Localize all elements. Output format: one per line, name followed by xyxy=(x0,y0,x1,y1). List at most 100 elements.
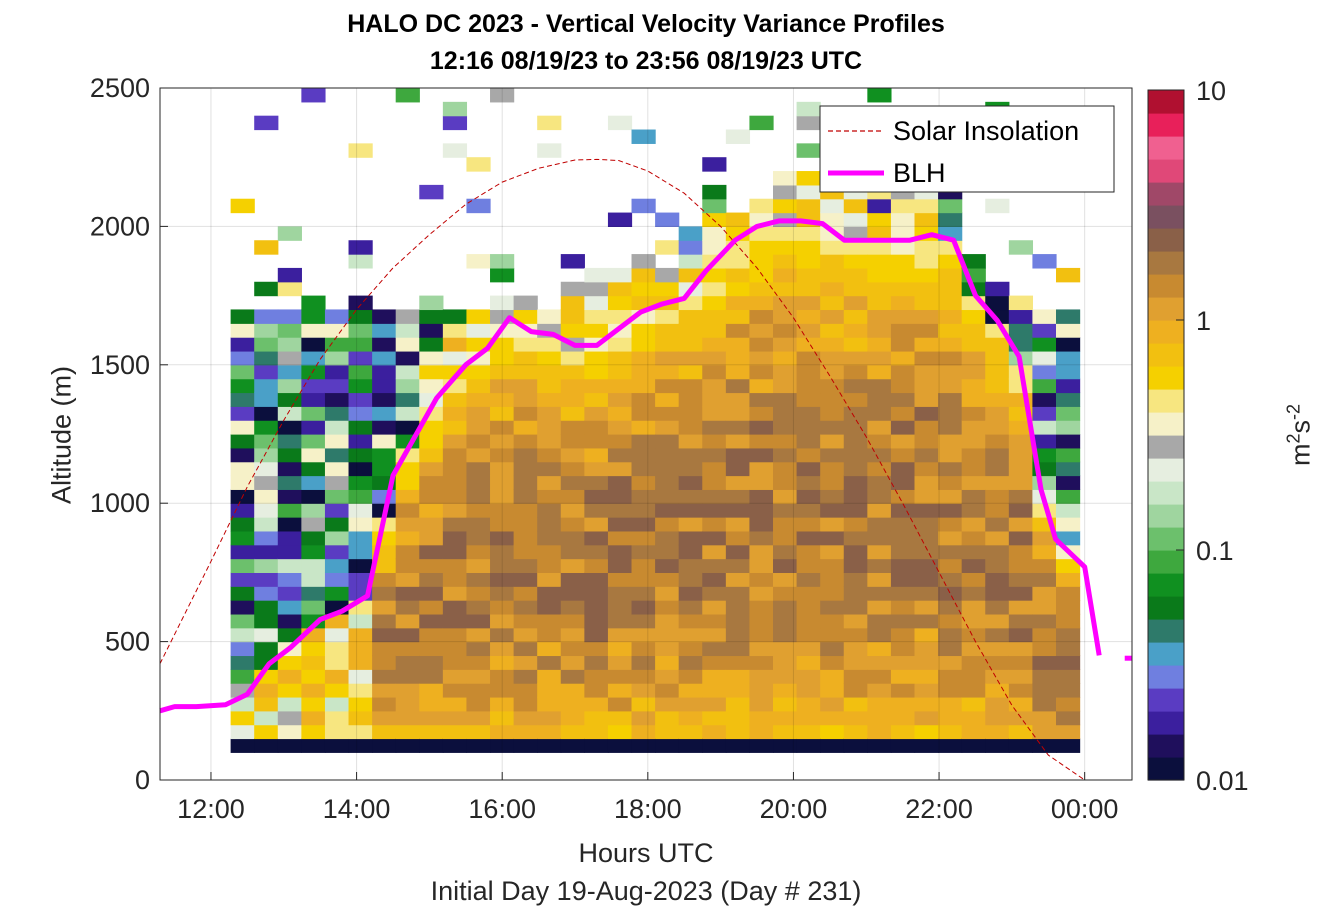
heatmap-cell xyxy=(702,295,727,311)
heatmap-cell xyxy=(372,434,397,449)
heatmap-cell xyxy=(513,613,538,629)
heatmap-cell xyxy=(773,364,798,380)
heatmap-cell xyxy=(348,517,373,532)
heatmap-cell xyxy=(843,254,868,269)
heatmap-cell xyxy=(442,544,468,560)
heatmap-cell xyxy=(607,212,633,227)
heatmap-cell xyxy=(442,392,468,407)
heatmap-cell xyxy=(702,226,727,241)
heatmap-cell xyxy=(867,669,892,684)
heatmap-cell xyxy=(702,350,727,366)
heatmap-cell xyxy=(277,655,302,670)
heatmap-cell xyxy=(490,88,515,103)
heatmap-cell xyxy=(985,530,1010,546)
heatmap-cell xyxy=(607,378,633,394)
heatmap-cell xyxy=(820,447,845,463)
heatmap-cell xyxy=(466,627,491,643)
colorbar-swatch xyxy=(1148,389,1184,413)
heatmap-cell xyxy=(537,710,562,726)
heatmap-cell xyxy=(631,420,656,435)
heatmap-cell xyxy=(395,309,420,324)
heatmap-cell xyxy=(254,558,279,573)
heatmap-cell xyxy=(442,738,468,753)
heatmap-cell xyxy=(490,655,515,670)
heatmap-cell xyxy=(985,613,1010,629)
heatmap-cell xyxy=(914,669,939,684)
heatmap-cell xyxy=(490,254,515,269)
heatmap-cell xyxy=(230,641,255,657)
heatmap-cell xyxy=(537,613,562,629)
heatmap-cell xyxy=(796,350,821,366)
heatmap-cell xyxy=(324,503,350,518)
heatmap-cell xyxy=(796,696,821,712)
x-tick-label: 00:00 xyxy=(1051,794,1119,824)
heatmap-cell xyxy=(442,572,468,587)
heatmap-cell xyxy=(324,475,350,490)
heatmap-cell xyxy=(843,461,868,477)
heatmap-cell xyxy=(796,489,821,504)
heatmap-cell xyxy=(1056,337,1081,352)
heatmap-cell xyxy=(372,586,397,601)
heatmap-cell xyxy=(513,655,538,670)
heatmap-cell xyxy=(395,655,420,670)
heatmap-cell xyxy=(537,627,562,643)
heatmap-cell xyxy=(230,586,255,601)
heatmap-cell xyxy=(749,475,774,490)
heatmap-cell xyxy=(655,627,680,643)
colorbar: 0.01 0.1 1 10 xyxy=(1147,76,1249,796)
colorbar-swatch xyxy=(1148,665,1184,689)
heatmap-cell xyxy=(1032,696,1057,712)
heatmap-cell xyxy=(348,530,373,546)
heatmap-cell xyxy=(1032,406,1057,421)
heatmap-cell xyxy=(820,641,845,657)
heatmap-cell xyxy=(938,613,963,629)
heatmap-cell xyxy=(466,738,491,753)
heatmap-cell xyxy=(372,600,397,615)
heatmap-cell xyxy=(820,309,845,324)
heatmap-cell xyxy=(490,669,515,684)
heatmap-cell xyxy=(372,530,397,546)
heatmap-cell xyxy=(560,295,585,311)
heatmap-cell xyxy=(725,461,751,477)
heatmap-cell xyxy=(631,475,656,490)
heatmap-cell xyxy=(655,641,680,657)
heatmap-cell xyxy=(749,558,774,573)
heatmap-cell xyxy=(820,572,845,587)
heatmap-cell xyxy=(537,738,562,753)
heatmap-cell xyxy=(1008,655,1034,670)
heatmap-cell xyxy=(560,572,585,587)
heatmap-cell xyxy=(678,600,703,615)
heatmap-cell xyxy=(655,655,680,670)
heatmap-cell xyxy=(560,724,585,740)
heatmap-cell xyxy=(607,530,633,546)
heatmap-cell xyxy=(820,544,845,560)
heatmap-cell xyxy=(560,517,585,532)
heatmap-cell xyxy=(820,267,845,283)
heatmap-cell xyxy=(796,420,821,435)
heatmap-cell xyxy=(324,572,350,587)
heatmap-cell xyxy=(230,572,255,587)
heatmap-cell xyxy=(537,143,562,158)
colorbar-tick-label: 10 xyxy=(1196,76,1226,106)
heatmap-cell xyxy=(324,406,350,421)
heatmap-cell xyxy=(773,558,798,573)
heatmap-cell xyxy=(348,295,373,311)
heatmap-cell xyxy=(490,364,515,380)
heatmap-cell xyxy=(867,420,892,435)
heatmap-cell xyxy=(631,267,656,283)
heatmap-cell xyxy=(348,309,373,324)
heatmap-cell xyxy=(702,613,727,629)
heatmap-cell xyxy=(560,406,585,421)
colorbar-tick-label: 1 xyxy=(1196,306,1211,336)
heatmap-cell xyxy=(490,295,515,311)
heatmap-cell xyxy=(749,254,774,269)
heatmap-cell xyxy=(324,447,350,463)
heatmap-cell xyxy=(678,406,703,421)
heatmap-cell xyxy=(867,461,892,477)
colorbar-gradient xyxy=(1148,90,1184,781)
heatmap-cell xyxy=(773,572,798,587)
heatmap-cell xyxy=(584,461,609,477)
y-tick-label: 1000 xyxy=(90,488,150,518)
heatmap-cell xyxy=(348,696,373,712)
heatmap-cell xyxy=(277,337,302,352)
